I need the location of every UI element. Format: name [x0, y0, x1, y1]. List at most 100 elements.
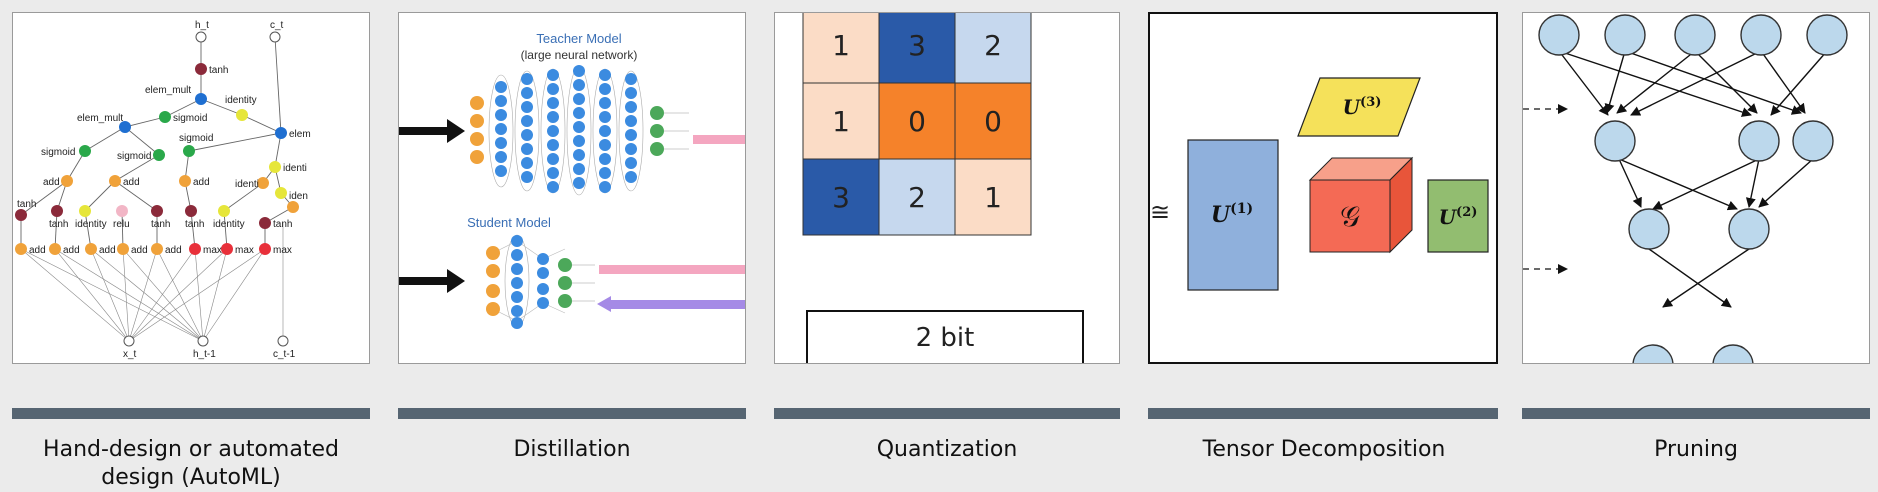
node-label: sigmoid — [41, 147, 75, 158]
caption-bar — [1522, 408, 1870, 419]
quant-cell — [954, 13, 1032, 84]
approx-symbol: ≅ — [1150, 198, 1170, 226]
node-label: h_t-1 — [193, 349, 216, 360]
quant-cell-value: 1 — [832, 29, 850, 62]
quantization-panel: 1 3 2 1 0 0 3 2 1 2 bit — [774, 12, 1120, 364]
core-symbol: 𝒢 — [1340, 200, 1360, 233]
teacher-output-bar — [693, 135, 745, 144]
node-label: x_t — [123, 349, 137, 360]
quant-cell — [802, 13, 880, 84]
node-label: identi — [283, 163, 307, 174]
quant-cell-value: 0 — [984, 105, 1002, 138]
pruned-input-markers — [1523, 104, 1568, 274]
node-label: identity — [213, 219, 245, 230]
quant-cell — [878, 158, 956, 236]
core-tensor: 𝒢 — [1308, 156, 1414, 254]
factor-u1: U(1) — [1187, 139, 1279, 291]
caption-automl: Hand-design or automated design (AutoML) — [43, 437, 339, 490]
automl-node-labels: h_t c_t tanh elem_mult identity elem_mul… — [17, 20, 311, 360]
factor-u2: U(2) — [1427, 179, 1489, 253]
node-label: iden — [289, 191, 308, 202]
u3-symbol: U — [1343, 95, 1362, 119]
svg-text:U(3): U(3) — [1343, 95, 1382, 119]
u1-symbol: U — [1211, 202, 1232, 228]
node-label: tanh — [151, 219, 170, 230]
pruning-network — [1523, 14, 1848, 363]
quant-cell — [878, 82, 956, 160]
factor-u3: U(3) — [1297, 77, 1421, 137]
node-label: sigmoid — [179, 133, 213, 144]
node-label: add — [29, 245, 46, 256]
quant-cell-value: 0 — [908, 105, 926, 138]
node-label: elem_mult — [145, 85, 191, 96]
node-label: max — [235, 245, 254, 256]
node-label: h_t — [195, 20, 209, 31]
caption-bar — [398, 408, 746, 419]
quant-cell-value: 1 — [832, 105, 850, 138]
node-label: add — [123, 177, 140, 188]
u2-symbol: U — [1439, 205, 1458, 229]
pruning-panel — [1522, 12, 1870, 364]
student-network — [486, 234, 595, 329]
quant-cell — [802, 82, 880, 160]
node-label: relu — [113, 219, 130, 230]
node-label: add — [43, 177, 60, 188]
tensor-diagram: ≅ U(1) U(3) 𝒢 U(2) — [1150, 77, 1489, 291]
teacher-subtitle: (large neural network) — [521, 48, 638, 62]
node-label: add — [99, 245, 116, 256]
node-label: tanh — [185, 219, 204, 230]
node-label: tanh — [17, 199, 36, 210]
node-label: identi — [235, 179, 259, 190]
student-input-arrow — [399, 269, 465, 293]
node-label: elem_mult — [77, 113, 123, 124]
node-label: sigmoid — [117, 151, 151, 162]
quant-cell-value: 1 — [984, 181, 1002, 214]
distillation-panel: Teacher Model (large neural network) Stu… — [398, 12, 746, 364]
automl-nodes — [15, 31, 299, 347]
node-label: tanh — [273, 219, 292, 230]
svg-text:U(2): U(2) — [1439, 205, 1478, 229]
node-label: max — [273, 245, 292, 256]
node-label: add — [193, 177, 210, 188]
tensor-decomposition-panel: ≅ U(1) U(3) 𝒢 U(2) — [1148, 12, 1498, 364]
teacher-network — [470, 65, 689, 196]
node-label: add — [165, 245, 182, 256]
automl-graph: h_t c_t tanh elem_mult identity elem_mul… — [15, 20, 311, 360]
quant-cell-value: 3 — [832, 181, 850, 214]
caption-pruning: Pruning — [1654, 437, 1738, 462]
node-label: sigmoid — [173, 113, 207, 124]
quant-cell-value: 2 — [984, 29, 1002, 62]
node-label: add — [131, 245, 148, 256]
feedback-arrow — [597, 296, 745, 312]
quantization-diagram: 1 3 2 1 0 0 3 2 1 2 bit — [802, 13, 1084, 363]
bit-width-box — [806, 310, 1084, 363]
node-label: c_t-1 — [273, 349, 296, 360]
teacher-input-arrow — [399, 119, 465, 143]
quant-cell-value: 2 — [908, 181, 926, 214]
bit-width-label: 2 bit — [916, 323, 975, 353]
caption-quantization: Quantization — [876, 437, 1018, 462]
node-label: max — [203, 245, 222, 256]
caption-bar — [12, 408, 370, 419]
node-label: identity — [225, 95, 257, 106]
node-label: elem — [289, 129, 311, 140]
quant-cell-value: 3 — [908, 29, 926, 62]
caption-bar — [1148, 408, 1498, 419]
quant-cell — [802, 158, 880, 236]
u3-superscript: (3) — [1360, 95, 1381, 110]
svg-text:U(1): U(1) — [1211, 201, 1253, 228]
student-title: Student Model — [467, 215, 551, 230]
soft-target-bar — [599, 265, 745, 274]
teacher-title: Teacher Model — [536, 31, 621, 46]
distillation-diagram: Teacher Model (large neural network) Stu… — [399, 31, 745, 329]
node-label: tanh — [49, 219, 68, 230]
quantization-grid: 1 3 2 1 0 0 3 2 1 — [802, 13, 1032, 236]
automl-panel: h_t c_t tanh elem_mult identity elem_mul… — [12, 12, 370, 364]
u2-superscript: (2) — [1456, 205, 1477, 220]
u1-superscript: (1) — [1230, 201, 1253, 217]
pruning-nodes — [1538, 14, 1848, 363]
pruning-edges — [1558, 50, 1828, 308]
quant-cell — [954, 158, 1032, 236]
caption-tensor-decomposition: Tensor Decomposition — [1202, 437, 1446, 462]
node-label: identity — [75, 219, 107, 230]
